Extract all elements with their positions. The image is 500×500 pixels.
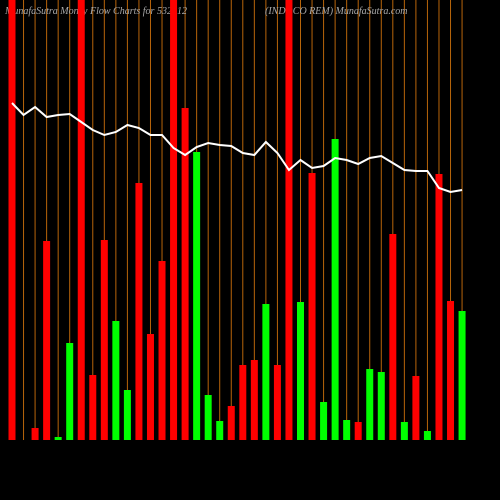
bar (239, 365, 247, 440)
bar (366, 369, 374, 440)
bar (308, 173, 316, 440)
bar (193, 152, 201, 440)
bar (135, 183, 143, 440)
bar (458, 311, 466, 440)
bar (43, 241, 51, 440)
bar (216, 421, 224, 440)
bar (170, 0, 178, 440)
bar (320, 402, 328, 440)
bar (354, 422, 362, 440)
bar (123, 390, 131, 440)
bar (262, 304, 270, 440)
bar (158, 261, 166, 440)
chart-title: MunafaSutra Money Flow Charts for 532612 (4, 6, 187, 17)
bar (377, 372, 385, 440)
bar (400, 422, 408, 440)
bar (100, 240, 108, 440)
bar (285, 0, 293, 440)
bar (31, 428, 39, 440)
bar (423, 431, 431, 440)
chart-subtitle: (INDOCO REM) MunafaSutra.com (265, 6, 407, 17)
bar (77, 0, 85, 440)
bar (112, 321, 120, 440)
money-flow-line (11, 102, 463, 194)
bar (146, 334, 154, 440)
bar (343, 420, 351, 440)
bar (412, 376, 420, 440)
bar (447, 301, 455, 440)
bar (204, 395, 212, 440)
bar (273, 365, 281, 440)
bar (66, 343, 74, 440)
bar (250, 360, 258, 440)
bar (8, 0, 16, 440)
bar (181, 108, 189, 440)
bar (227, 406, 235, 440)
bar (331, 139, 339, 440)
bar (389, 234, 397, 440)
bar (54, 437, 62, 440)
bar (89, 375, 97, 440)
bar (297, 302, 304, 440)
bar (435, 174, 443, 440)
